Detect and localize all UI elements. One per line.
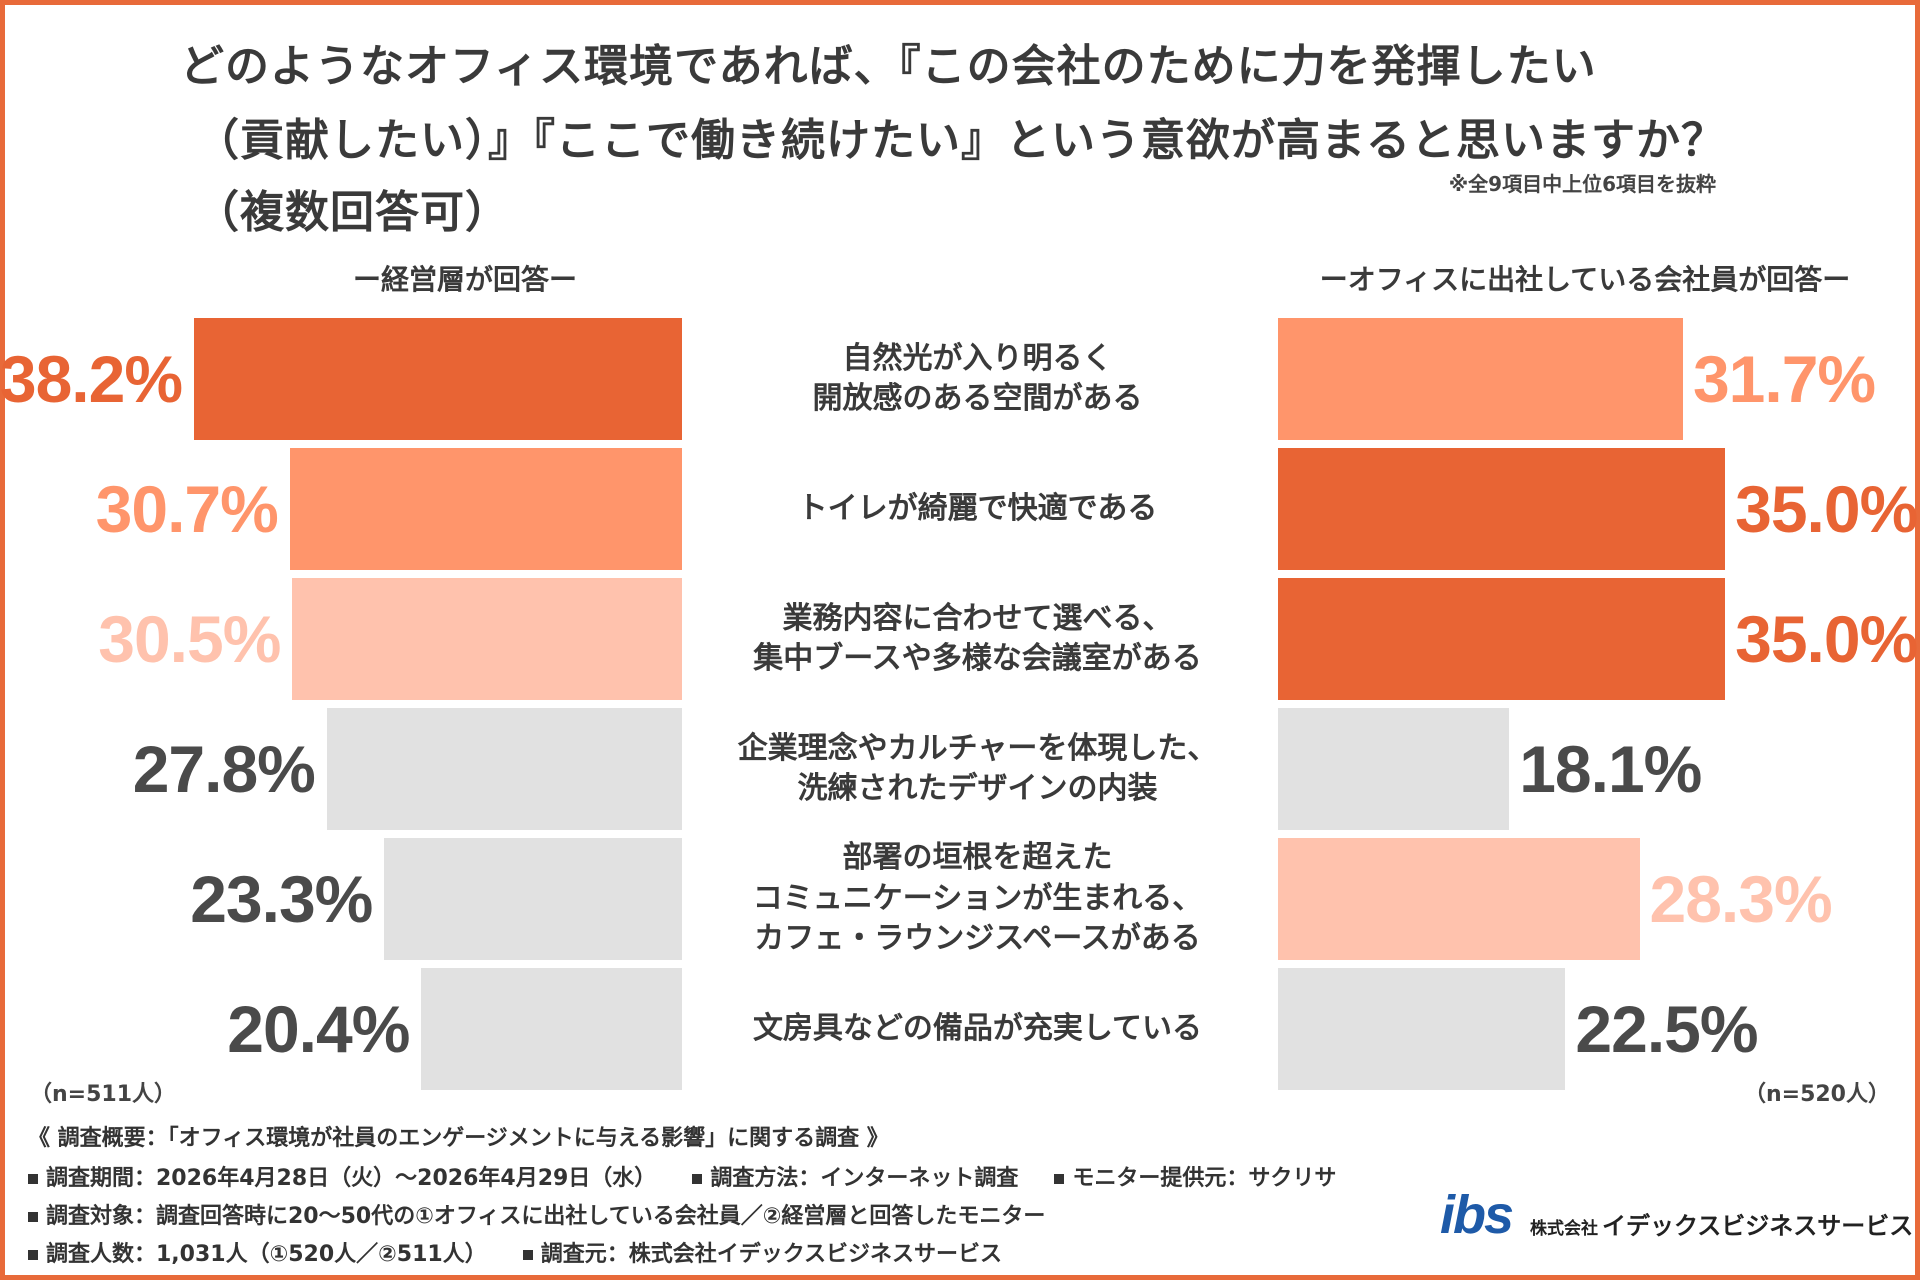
- bullet-square-icon: [692, 1174, 703, 1184]
- left-value-label: 27.8%: [132, 732, 316, 806]
- left-bar: [326, 708, 682, 830]
- left-value-label: 38.2%: [0, 342, 183, 416]
- survey-item-row1-1: 調査方法：インターネット調査: [692, 1160, 1018, 1192]
- category-label: 業務内容に合わせて選べる、 集中ブースや多様な会議室がある: [690, 599, 1265, 680]
- company-logo: ibs 株式会社 イデックスビジネスサービス: [1440, 1185, 1913, 1245]
- survey-item-text: 調査対象：調査回答時に20〜50代の①オフィスに出社している会社員／②経営層と回…: [46, 1204, 1046, 1229]
- category-label-line: 開放感のある空間がある: [812, 381, 1143, 416]
- right-bar: [1278, 578, 1726, 700]
- extract-note: ※全9項目中上位6項目を抜粋: [1448, 172, 1716, 196]
- bullet-square-icon: [28, 1212, 38, 1222]
- category-label: 文房具などの備品が充実している: [690, 1009, 1265, 1050]
- category-label: 企業理念やカルチャーを体現した、 洗練されたデザインの内装: [690, 729, 1265, 810]
- ibs-logo-mark: ibs: [1440, 1185, 1514, 1245]
- survey-summary-row-1: 調査期間：2026年4月28日（火）〜2026年4月29日（水） 調査方法：インタ…: [28, 1160, 1372, 1192]
- survey-item-text: 調査人数：1,031人（①520人／②511人）: [46, 1242, 487, 1267]
- survey-item-text: モニター提供元：サクリサ: [1072, 1166, 1337, 1191]
- right-bar: [1278, 708, 1510, 830]
- survey-summary-row-3: 調査人数：1,031人（①520人／②511人） 調査元：株式会社イデックスビジネ…: [28, 1236, 1038, 1268]
- right-value-label: 22.5%: [1575, 992, 1758, 1066]
- left-bar: [289, 448, 682, 570]
- survey-item-text: 調査期間：2026年4月28日（火）〜2026年4月29日（水）: [46, 1166, 657, 1191]
- bullet-square-icon: [522, 1250, 533, 1260]
- chart-title-line-2: （貢献したい）』『ここで働き続けたい』という意欲が高まると思いますか？: [195, 115, 1726, 166]
- category-label-line: 文房具などの備品が充実している: [752, 1010, 1203, 1046]
- right-value-label: 35.0%: [1735, 602, 1918, 676]
- category-label-line: 企業理念やカルチャーを体現した、: [737, 730, 1218, 766]
- bullet-square-icon: [28, 1250, 38, 1260]
- company-prefix: 株式会社: [1530, 1219, 1598, 1239]
- category-label: トイレが綺麗で快適である: [690, 489, 1265, 530]
- chart-title-line-1: どのようなオフィス環境であれば、『この会社のために力を発揮したい: [180, 41, 1597, 92]
- survey-item-row3-1: 調査元：株式会社イデックスビジネスサービス: [522, 1236, 1003, 1268]
- left-value-label: 23.3%: [190, 862, 373, 936]
- category-label-line: 業務内容に合わせて選べる、: [782, 600, 1173, 636]
- right-value-label: 35.0%: [1735, 472, 1918, 546]
- category-label: 部署の垣根を超えたコミュニケーションが生まれる、 カフェ・ラウンジスペースがある: [690, 838, 1265, 960]
- survey-item-row2-0: 調査対象：調査回答時に20〜50代の①オフィスに出社している会社員／②経営層と回…: [28, 1198, 1045, 1230]
- right-bar: [1278, 448, 1726, 570]
- right-bar: [1278, 838, 1640, 960]
- left-value-label: 20.4%: [227, 992, 410, 1066]
- chart-title-line-3: （複数回答可）: [195, 187, 510, 238]
- left-value-label: 30.7%: [95, 472, 279, 546]
- left-bar: [292, 578, 682, 700]
- category-label-line: カフェ・ラウンジスペースがある: [754, 921, 1201, 957]
- company-name: 株式会社 イデックスビジネスサービス: [1530, 1206, 1913, 1241]
- survey-item-row1-2: モニター提供元：サクリサ: [1054, 1160, 1336, 1192]
- category-label-line: 部署の垣根を超えた: [842, 840, 1113, 876]
- left-bar: [194, 318, 682, 440]
- right-bar: [1278, 968, 1566, 1090]
- category-label-line: 自然光が入り明るく: [842, 340, 1113, 376]
- survey-item-row1-0: 調査期間：2026年4月28日（火）〜2026年4月29日（水）: [28, 1160, 656, 1192]
- survey-item-row3-0: 調査人数：1,031人（①520人／②511人）: [28, 1236, 487, 1268]
- right-value-label: 18.1%: [1519, 732, 1702, 806]
- category-label: 自然光が入り明るく 開放感のある空間がある: [690, 339, 1265, 420]
- left-bar: [421, 968, 682, 1090]
- survey-summary-header: 《 調査概要：「オフィス環境が社員のエンゲージメントに与える影響」に関する調査 …: [28, 1126, 889, 1151]
- survey-item-text: 調査方法：インターネット調査: [710, 1166, 1019, 1191]
- right-value-label: 28.3%: [1649, 862, 1833, 936]
- left-value-label: 30.5%: [98, 602, 281, 676]
- left-bar: [384, 838, 682, 960]
- left-sample-size: （n=511人）: [30, 1082, 177, 1107]
- right-panel-title: ーオフィスに出社している会社員が回答ー: [1319, 263, 1851, 296]
- category-label-line: 集中ブースや多様な会議室がある: [753, 641, 1202, 676]
- survey-summary-row-2: 調査対象：調査回答時に20〜50代の①オフィスに出社している会社員／②経営層と回…: [28, 1198, 1081, 1230]
- company-name-main: イデックスビジネスサービス: [1602, 1212, 1914, 1240]
- category-label-line: 洗練されたデザインの内装: [797, 771, 1158, 806]
- left-panel-title: ー経営層が回答ー: [352, 263, 577, 296]
- right-sample-size: （n=520人）: [1743, 1082, 1890, 1107]
- right-bar: [1278, 318, 1683, 440]
- bullet-square-icon: [28, 1174, 38, 1184]
- right-value-label: 31.7%: [1692, 342, 1876, 416]
- bullet-square-icon: [1054, 1174, 1065, 1184]
- category-label-line: コミュニケーションが生まれる、: [752, 880, 1203, 916]
- category-label-line: トイレが綺麗で快適である: [797, 490, 1158, 526]
- survey-item-text: 調査元：株式会社イデックスビジネスサービス: [540, 1242, 1003, 1267]
